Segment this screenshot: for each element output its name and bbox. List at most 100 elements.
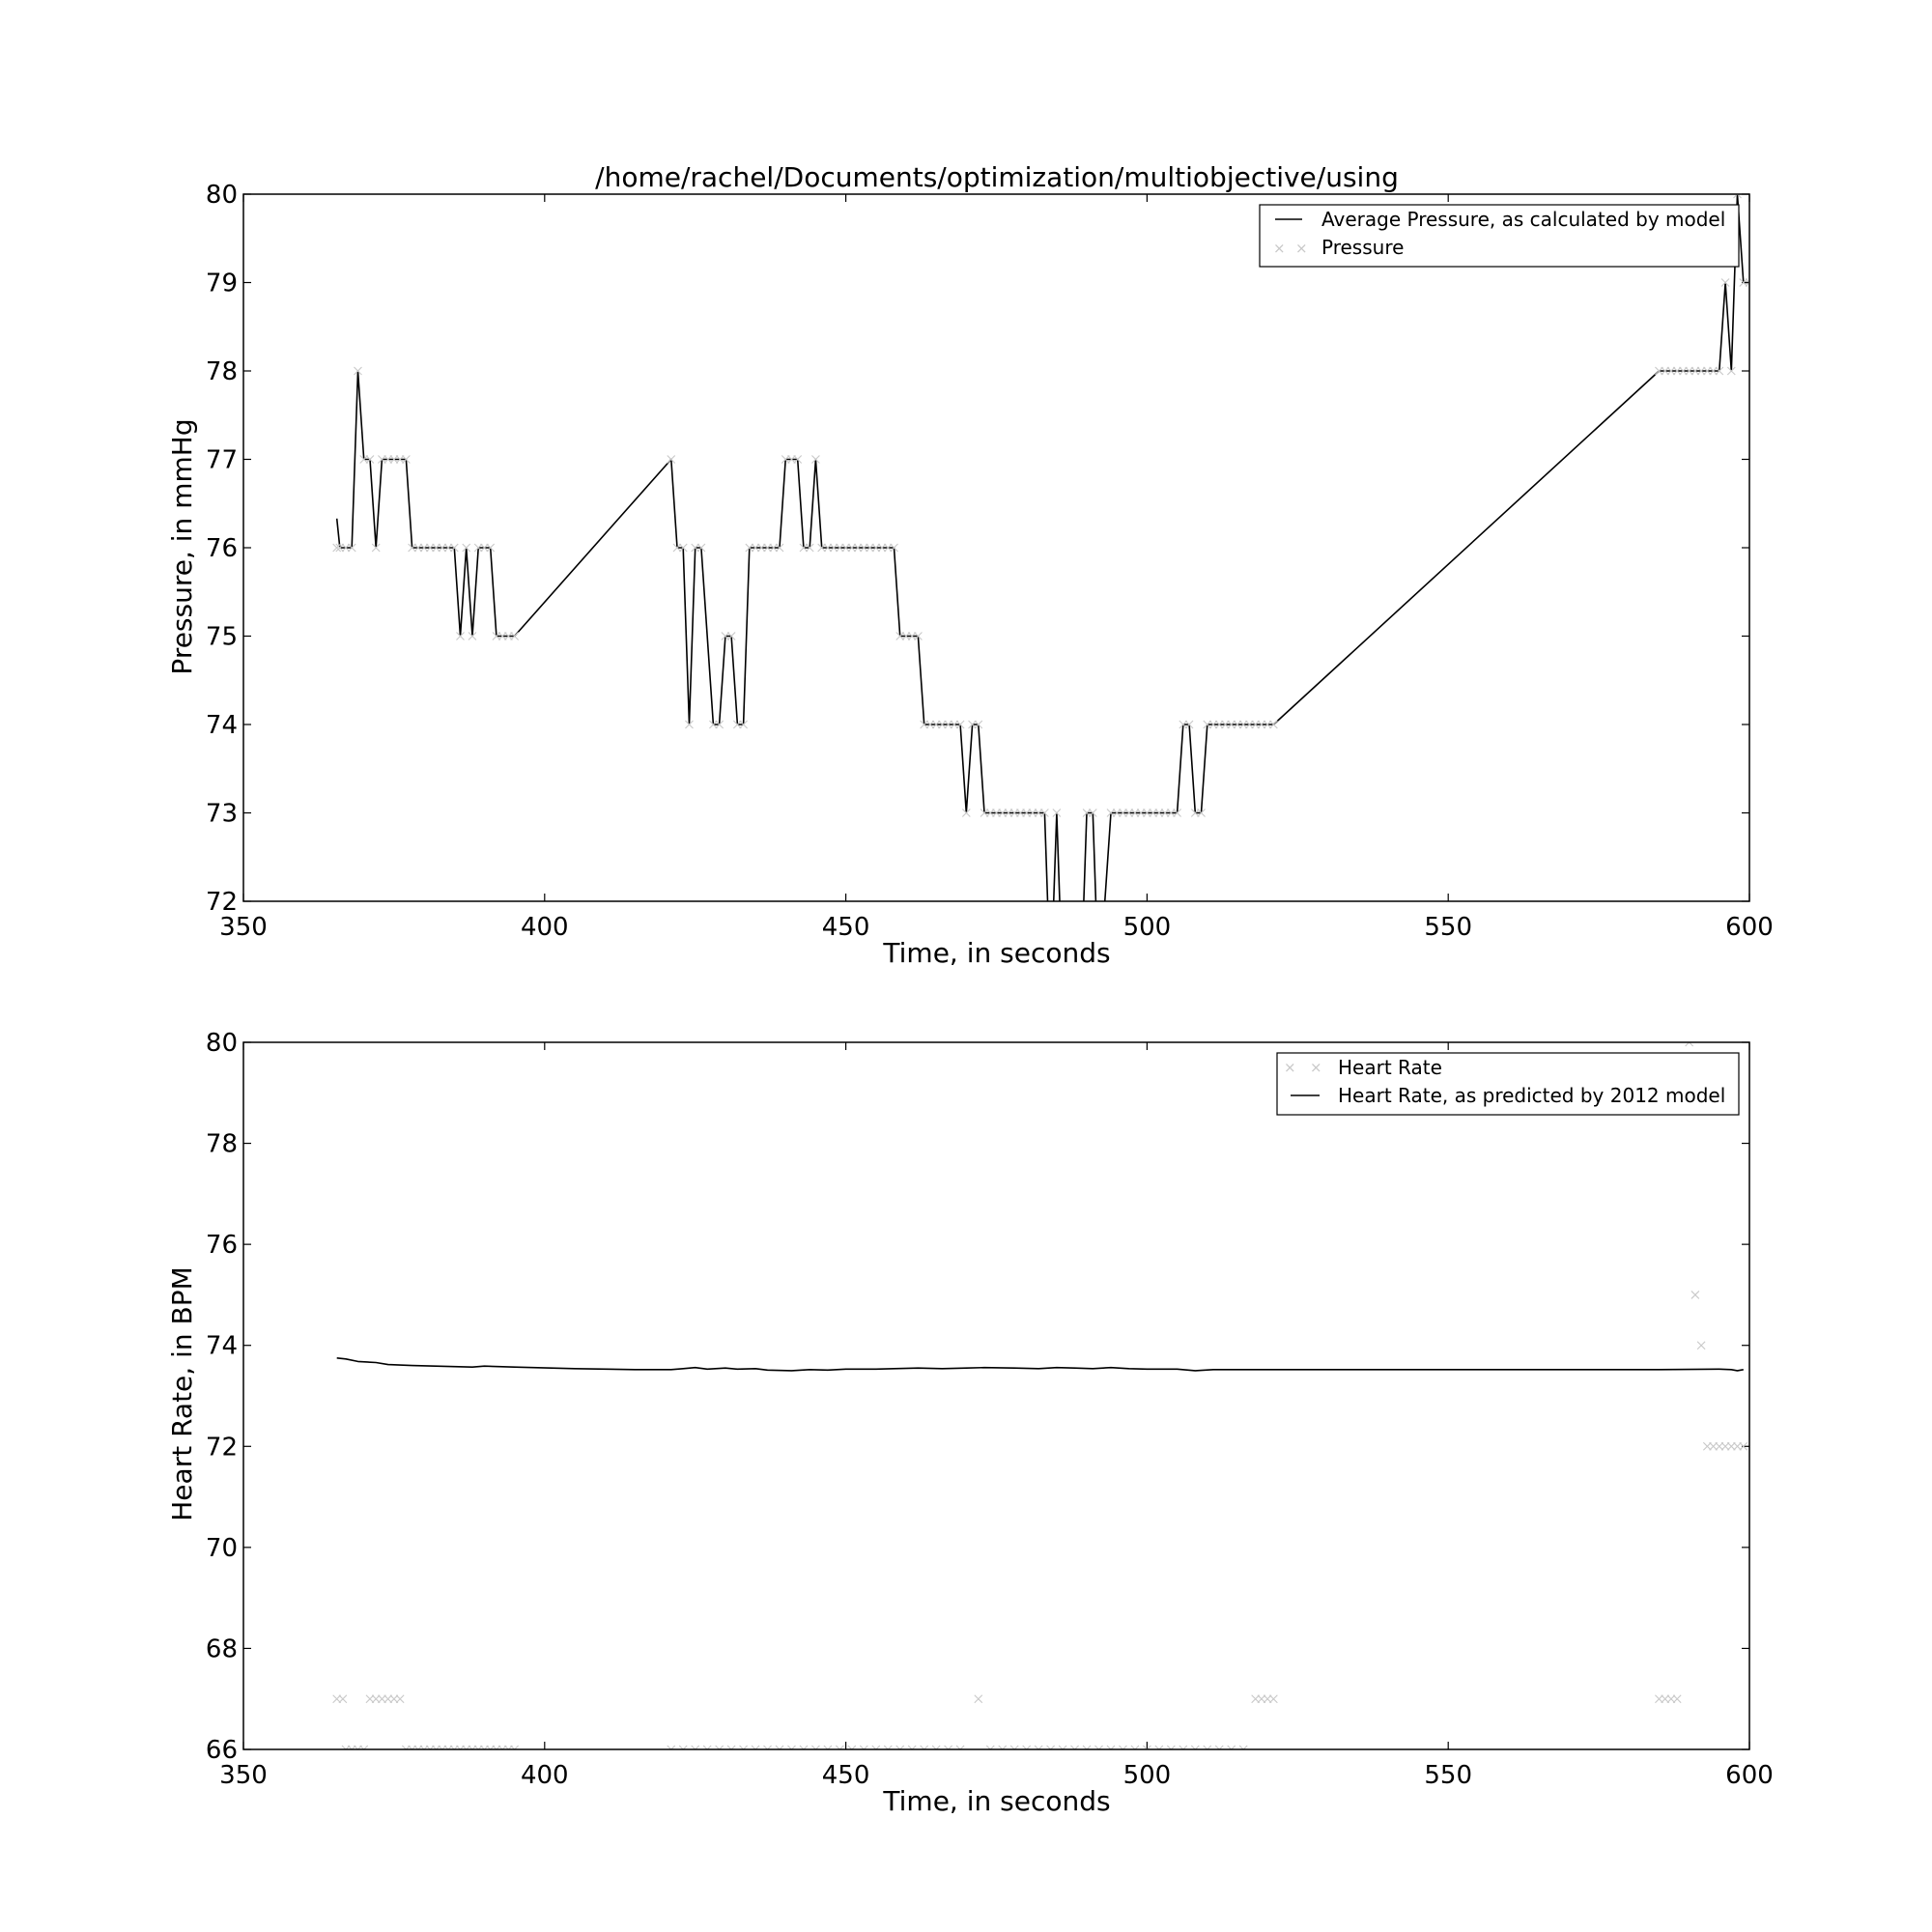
data-point-marker xyxy=(992,809,1001,817)
data-point-marker xyxy=(914,632,923,640)
y-axis-title: Pressure, in mmHg xyxy=(166,418,198,674)
data-point-marker xyxy=(359,1745,369,1749)
y-tick-label: 74 xyxy=(206,711,238,740)
chart-title: /home/rachel/Documents/optimization/mult… xyxy=(595,161,1399,193)
data-point-marker xyxy=(1197,809,1206,817)
data-point-marker xyxy=(726,632,736,640)
x-tick-label: 500 xyxy=(1123,1761,1172,1790)
legend: Average Pressure, as calculated by model… xyxy=(1259,204,1740,268)
data-point-marker xyxy=(486,1745,496,1749)
y-tick-label: 74 xyxy=(206,1332,238,1361)
data-point-marker xyxy=(1672,366,1682,376)
data-point-marker xyxy=(895,632,905,640)
heart-rate-chart: Time, in seconds Heart Rate, in BPM 350 4… xyxy=(166,1029,1774,1817)
data-point-marker xyxy=(763,1745,772,1749)
legend-label-average-pressure: Average Pressure, as calculated by model xyxy=(1321,208,1725,231)
legend: × × Heart Rate Heart Rate, as predicted … xyxy=(1276,1052,1740,1116)
data-point-marker xyxy=(438,543,447,553)
data-point-marker xyxy=(1238,720,1248,729)
data-point-marker xyxy=(793,455,803,464)
data-point-marker xyxy=(1666,1694,1676,1704)
x-tick-label: 550 xyxy=(1424,1761,1472,1790)
data-point-marker xyxy=(1715,366,1724,376)
data-point-marker xyxy=(829,543,838,553)
data-point-marker xyxy=(859,1745,868,1749)
x-tick-label: 450 xyxy=(822,1761,870,1790)
data-point-marker xyxy=(359,455,369,464)
data-point-marker xyxy=(347,1745,356,1749)
data-point-marker xyxy=(1263,1694,1272,1704)
data-point-marker xyxy=(985,1745,995,1749)
data-point-marker xyxy=(985,809,995,817)
data-point-marker xyxy=(462,543,471,553)
axes-frame xyxy=(242,193,1750,902)
data-point-marker xyxy=(1251,1694,1261,1704)
data-point-marker xyxy=(1690,366,1700,376)
data-point-marker xyxy=(432,543,440,553)
data-point-marker xyxy=(1106,809,1116,817)
data-point-marker xyxy=(1154,809,1164,817)
data-point-marker xyxy=(1022,1745,1032,1749)
y-tick-label: 72 xyxy=(206,888,238,917)
data-point-marker xyxy=(1245,720,1254,729)
data-point-marker xyxy=(787,455,796,464)
y-tick-label: 80 xyxy=(206,1029,238,1058)
data-point-marker xyxy=(371,1694,381,1704)
data-point-marker xyxy=(853,543,863,553)
x-tick-label: 550 xyxy=(1424,913,1472,942)
data-point-marker xyxy=(389,1694,399,1704)
data-point-marker xyxy=(859,543,868,553)
legend-label-heart-rate-predicted: Heart Rate, as predicted by 2012 model xyxy=(1338,1084,1725,1107)
data-point-marker xyxy=(419,1745,429,1749)
data-point-marker xyxy=(449,543,459,553)
data-point-marker xyxy=(1184,720,1194,729)
data-point-marker xyxy=(955,1745,965,1749)
data-point-marker xyxy=(1160,809,1170,817)
data-point-marker xyxy=(1655,366,1663,376)
data-point-marker xyxy=(739,720,748,729)
data-point-marker xyxy=(841,543,850,553)
series-line xyxy=(335,194,1749,901)
data-point-marker xyxy=(726,1745,736,1749)
data-point-marker xyxy=(1143,1745,1151,1749)
data-point-marker xyxy=(1190,809,1200,817)
x-tick-label: 600 xyxy=(1725,913,1774,942)
data-point-marker xyxy=(811,455,820,464)
data-point-marker xyxy=(1130,809,1140,817)
data-point-marker xyxy=(365,455,375,464)
data-point-marker xyxy=(955,720,965,729)
data-point-marker xyxy=(456,1745,465,1749)
data-point-marker xyxy=(775,1745,784,1749)
x-tick-label: 350 xyxy=(219,1761,268,1790)
data-point-marker xyxy=(756,543,766,553)
y-tick-label: 70 xyxy=(206,1534,238,1563)
data-point-marker xyxy=(1661,366,1670,376)
data-point-marker xyxy=(1034,1745,1043,1749)
y-tick-label: 78 xyxy=(206,1130,238,1159)
data-point-marker xyxy=(1733,194,1742,199)
data-point-marker xyxy=(817,543,827,553)
data-point-marker xyxy=(1257,1694,1266,1704)
series-line xyxy=(336,1357,1744,1372)
legend-x-marker-icon: × xyxy=(1310,1059,1322,1076)
data-point-marker xyxy=(1696,1341,1706,1350)
legend-x-marker-icon: × xyxy=(1273,240,1286,257)
data-point-marker xyxy=(492,1745,501,1749)
data-point-marker xyxy=(781,455,790,464)
y-tick-label: 75 xyxy=(206,623,238,652)
data-point-marker xyxy=(378,455,386,464)
data-point-marker xyxy=(384,455,393,464)
data-point-marker xyxy=(503,1745,513,1749)
data-point-marker xyxy=(877,543,887,553)
data-point-marker xyxy=(432,1745,440,1749)
data-point-marker xyxy=(338,1694,348,1704)
data-point-marker xyxy=(1227,1745,1236,1749)
data-point-marker xyxy=(672,543,682,553)
data-point-marker xyxy=(1070,1745,1079,1749)
data-point-marker xyxy=(751,543,760,553)
data-point-marker xyxy=(1082,809,1092,817)
data-point-marker xyxy=(401,1745,411,1749)
data-point-marker xyxy=(468,1745,477,1749)
data-point-marker xyxy=(332,1694,342,1704)
data-point-marker xyxy=(685,720,694,729)
